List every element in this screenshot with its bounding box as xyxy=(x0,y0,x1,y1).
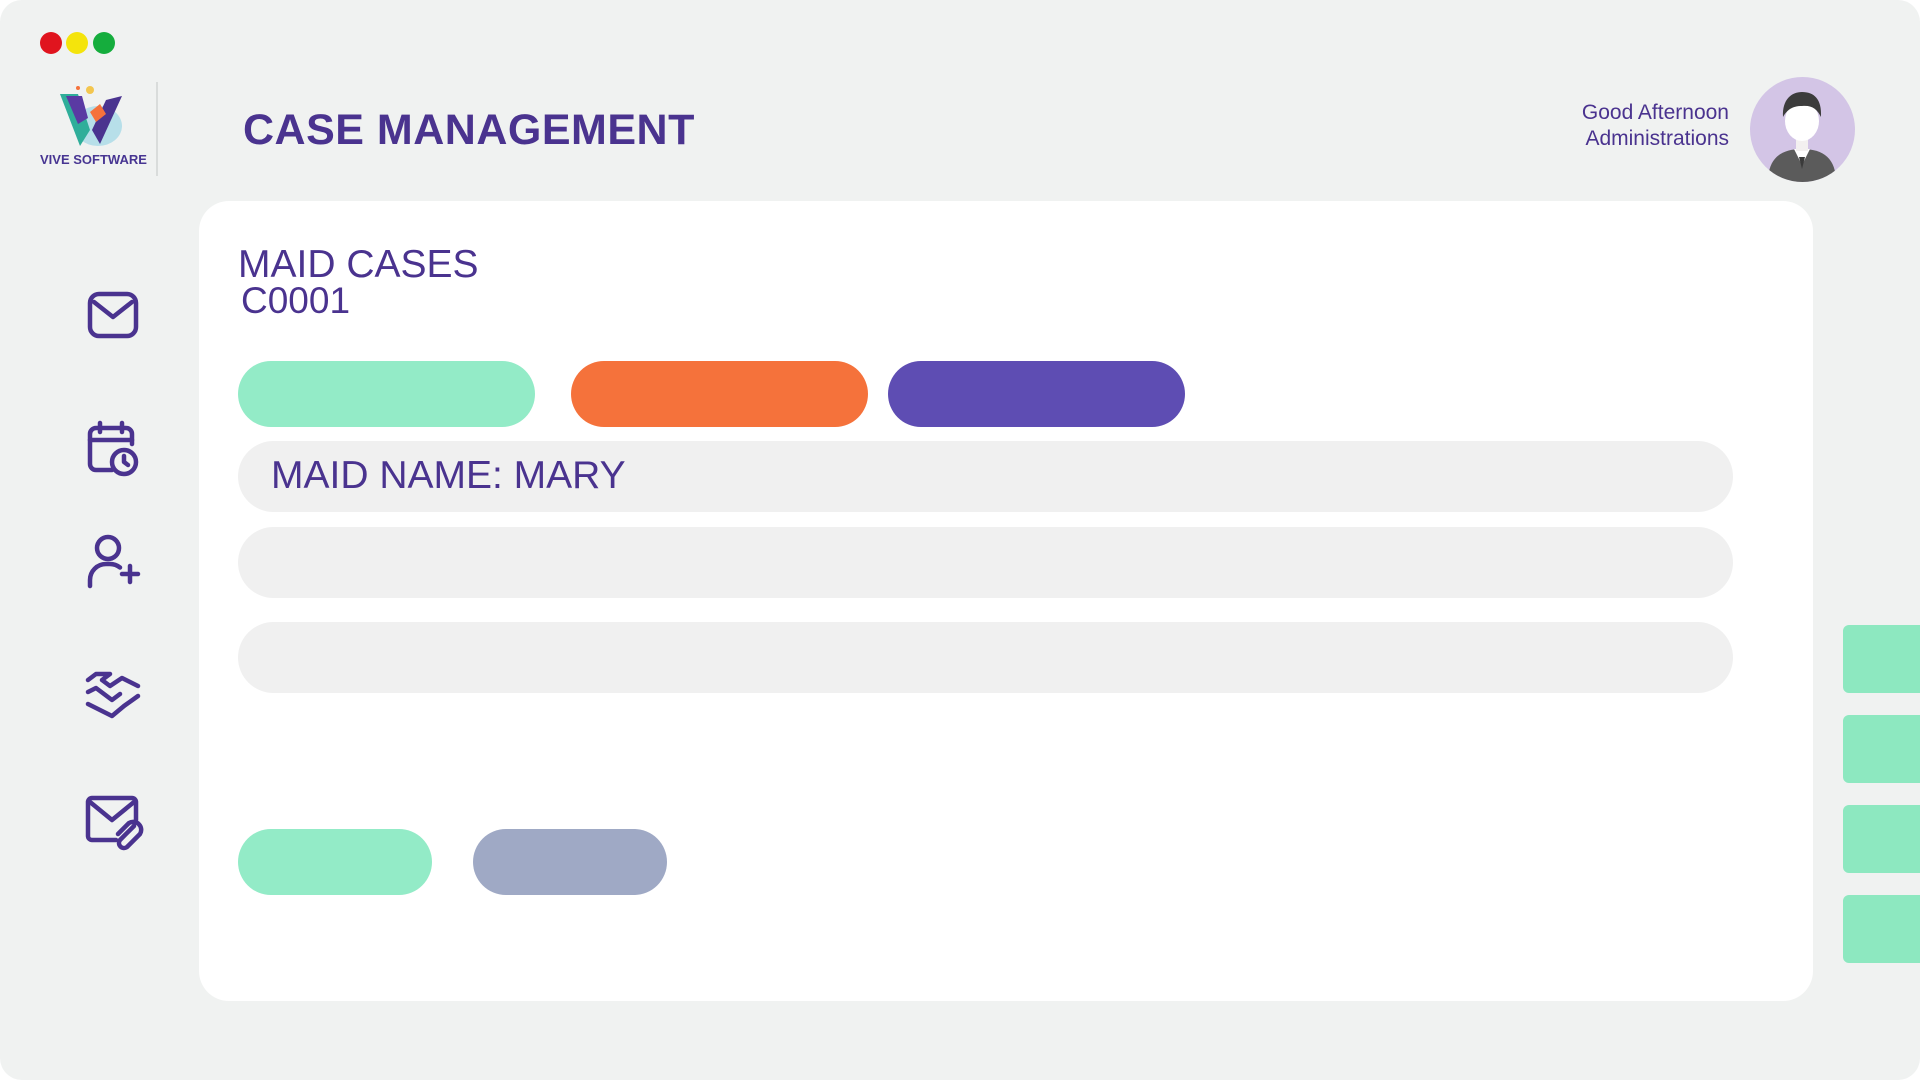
sidebar-item-schedule[interactable] xyxy=(82,418,144,480)
cancel-button[interactable] xyxy=(473,829,667,895)
sidebar-item-messages[interactable] xyxy=(82,284,144,346)
window-minimize-button[interactable] xyxy=(66,32,88,54)
add-user-icon xyxy=(87,534,141,589)
window-close-button[interactable] xyxy=(40,32,62,54)
page-title: CASE MANAGEMENT xyxy=(243,106,695,154)
brand-logo[interactable]: VIVE SOFTWARE xyxy=(40,84,147,184)
window-maximize-button[interactable] xyxy=(93,32,115,54)
handshake-icon xyxy=(85,671,141,719)
greeting-text: Good Afternoon xyxy=(1581,101,1729,124)
calendar-clock-icon xyxy=(87,420,139,477)
case-card: MAID CASES C0001 MAID NAME: MARY xyxy=(199,201,1813,1001)
vive-v-logo-icon xyxy=(60,86,122,146)
case-title: MAID CASES xyxy=(238,243,479,286)
avatar[interactable] xyxy=(1750,77,1855,182)
case-field-3[interactable] xyxy=(238,622,1733,693)
mail-attachment-icon xyxy=(85,795,144,851)
user-greeting: Good Afternoon Administrations xyxy=(1582,100,1729,152)
maid-name-value: MAID NAME: MARY xyxy=(271,454,626,497)
sidebar-item-add-user[interactable] xyxy=(82,530,144,592)
user-name: Administrations xyxy=(1585,127,1729,150)
mail-icon xyxy=(87,291,139,339)
case-field-2[interactable] xyxy=(238,527,1733,598)
case-id: C0001 xyxy=(241,280,351,321)
case-action-button-2[interactable] xyxy=(571,361,868,427)
side-tab-1[interactable] xyxy=(1843,625,1920,693)
sidebar-item-agreements[interactable] xyxy=(82,662,144,724)
side-tab-3[interactable] xyxy=(1843,805,1920,873)
sidebar-item-mail-attachments[interactable] xyxy=(82,790,144,852)
confirm-button[interactable] xyxy=(238,829,432,895)
case-action-button-1[interactable] xyxy=(238,361,535,427)
side-tab-4[interactable] xyxy=(1843,895,1920,963)
maid-name-field[interactable]: MAID NAME: MARY xyxy=(238,441,1733,512)
brand-name: VIVE SOFTWARE xyxy=(40,152,147,167)
side-tab-2[interactable] xyxy=(1843,715,1920,783)
header-divider xyxy=(156,82,158,176)
user-avatar-icon xyxy=(1768,92,1836,182)
case-action-button-3[interactable] xyxy=(888,361,1185,427)
